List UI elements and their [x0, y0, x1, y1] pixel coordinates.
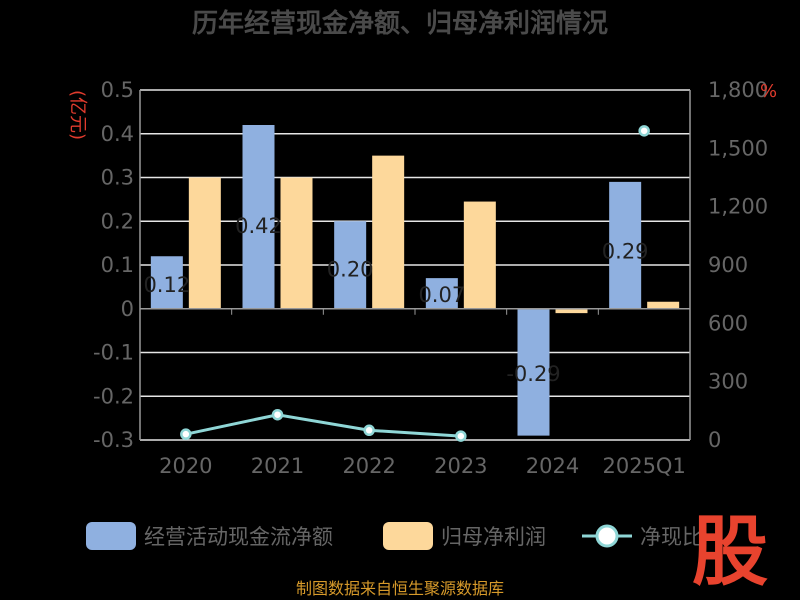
data-label: 0.12	[143, 273, 190, 297]
left-tick-label: 0.2	[101, 209, 134, 233]
ratio-point	[180, 428, 192, 440]
source-note: 制图数据来自恒生聚源数据库	[296, 579, 504, 598]
legend: 经营活动现金流净额 归母净利润 净现比	[86, 522, 703, 550]
data-label: 0.29	[602, 240, 649, 264]
bar-cashflow	[150, 256, 183, 309]
category-label: 2023	[434, 454, 487, 478]
right-tick-label: 300	[708, 370, 748, 394]
right-tick-label: 1,500	[708, 136, 768, 160]
bar-cashflow	[425, 278, 458, 309]
legend-marker-ratio	[595, 524, 619, 548]
ratio-point	[271, 408, 284, 421]
ratio-line	[180, 125, 650, 442]
logo-mark: 股	[692, 507, 768, 596]
data-label: 0.42	[235, 214, 282, 238]
bar-cashflow	[517, 308, 550, 436]
right-tick-label: 0	[708, 428, 721, 452]
left-tick-label: -0.1	[93, 341, 134, 365]
right-unit: %	[760, 81, 777, 102]
legend-label-cashflow: 经营活动现金流净额	[144, 525, 333, 549]
bar-cashflow	[609, 181, 642, 309]
left-unit: (亿元)	[67, 90, 88, 140]
ratio-point	[363, 424, 375, 437]
bar-netprofit	[280, 177, 313, 309]
legend-swatch-netprofit	[383, 522, 433, 550]
chart-title: 历年经营现金净额、归母净利润情况	[192, 8, 608, 39]
right-tick-label: 1,800	[708, 78, 768, 102]
data-labels: 0.12 0.42 0.20 0.07 -0.29 0.29	[143, 214, 648, 386]
data-label: 0.20	[327, 257, 374, 281]
bar-netprofit	[372, 155, 405, 309]
left-tick-label: -0.3	[93, 428, 134, 452]
ratio-line-segment	[185, 413, 461, 438]
category-label: 2021	[251, 454, 304, 478]
legend-label-ratio: 净现比	[640, 525, 703, 549]
left-tick-label: -0.2	[93, 384, 134, 408]
ratio-point	[455, 430, 467, 442]
bar-cashflow	[242, 125, 275, 309]
category-label: 2024	[526, 454, 579, 478]
bar-cashflow	[334, 221, 367, 309]
category-label: 2020	[159, 454, 212, 478]
category-label: 2022	[342, 454, 395, 478]
right-tick-label: 600	[708, 311, 748, 335]
right-tick-label: 1,200	[708, 195, 768, 219]
left-tick-label: 0.1	[101, 253, 134, 277]
left-tick-label: 0.5	[101, 78, 134, 102]
left-tick-label: 0.4	[101, 122, 134, 146]
bars	[150, 125, 680, 436]
axes: 0.5 0.4 0.3 0.2 0.1 0 -0.1 -0.2 -0.3 1,800 1,500 1,…	[93, 78, 768, 478]
right-tick-label: 900	[708, 253, 748, 277]
category-label: 2025Q1	[602, 454, 685, 478]
left-tick-label: 0.3	[101, 166, 134, 190]
left-tick-label: 0	[121, 297, 134, 321]
bar-netprofit	[555, 308, 588, 314]
bar-netprofit	[463, 201, 496, 309]
data-label: -0.29	[506, 362, 560, 386]
data-label: 0.07	[418, 283, 465, 307]
legend-swatch-cashflow	[86, 522, 136, 550]
legend-label-netprofit: 归母净利润	[441, 525, 546, 549]
grid	[140, 89, 690, 441]
ratio-point	[638, 125, 650, 137]
bar-netprofit	[647, 301, 680, 309]
bar-netprofit	[188, 177, 221, 309]
